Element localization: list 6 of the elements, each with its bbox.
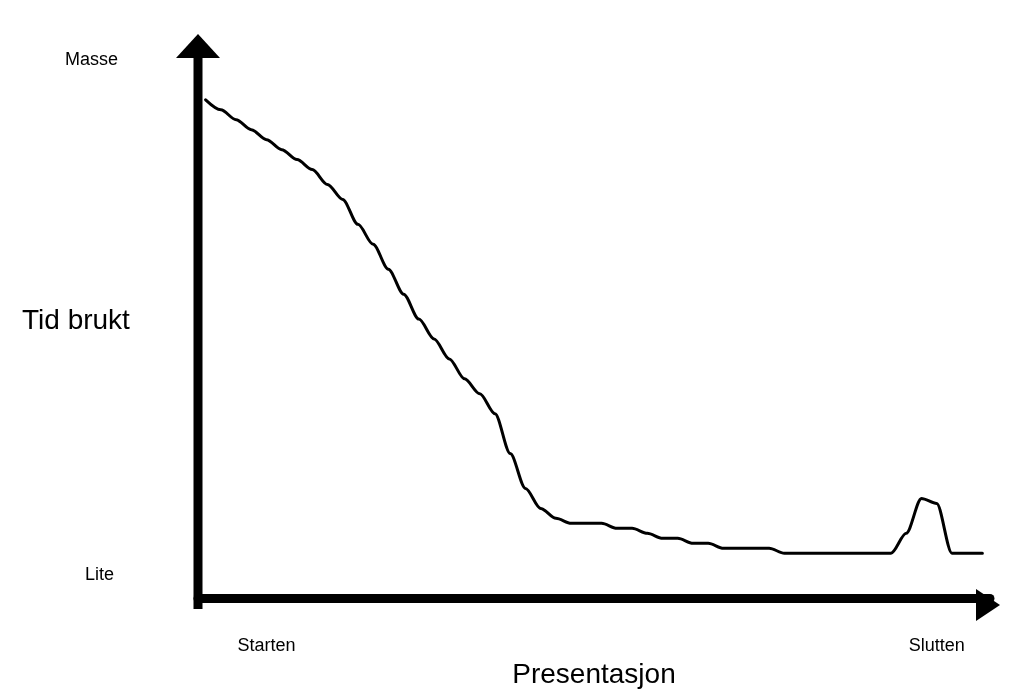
text: Masse	[65, 49, 119, 69]
x-axis-title: Presentasjon	[512, 657, 676, 689]
y-axis-title: Tid brukt	[22, 303, 131, 335]
text: Lite	[85, 564, 115, 584]
x-tick-label: Slutten	[908, 635, 965, 656]
x-tick-label: Starten	[237, 635, 296, 656]
